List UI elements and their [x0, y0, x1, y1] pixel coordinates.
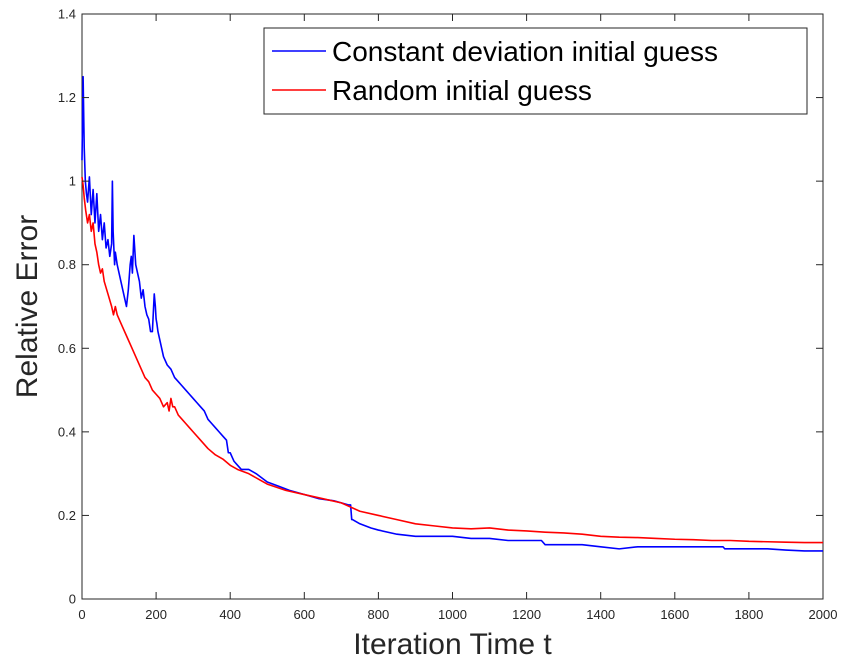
x-tick-label: 1800 — [734, 607, 763, 622]
legend: Constant deviation initial guess Random … — [263, 27, 808, 115]
x-tick-label: 1000 — [438, 607, 467, 622]
y-tick-label: 0.8 — [58, 257, 76, 272]
legend-label-constant-deviation: Constant deviation initial guess — [332, 36, 718, 67]
x-tick-label: 600 — [293, 607, 315, 622]
series-line-0 — [81, 75, 823, 552]
legend-label-random: Random initial guess — [332, 75, 592, 106]
x-tick-label: 200 — [145, 607, 167, 622]
y-tick-label: 1.4 — [58, 7, 76, 22]
ticks — [81, 13, 824, 600]
y-tick-label: 0.2 — [58, 508, 76, 523]
x-axis-title: Iteration Time t — [353, 628, 552, 661]
x-tick-label: 1600 — [660, 607, 689, 622]
x-tick-label: 400 — [219, 607, 241, 622]
tick-labels: 0 200 400 600 800 1000 1200 1400 1600 1800 2000 0 0.… — [58, 7, 838, 623]
series-line-1 — [81, 176, 823, 544]
y-axis-title: Relative Error — [11, 215, 44, 398]
y-tick-label: 1 — [69, 174, 76, 189]
x-tick-label: 1200 — [512, 607, 541, 622]
y-tick-label: 0 — [69, 592, 76, 607]
series-layer — [81, 75, 823, 552]
y-tick-label: 0.6 — [58, 341, 76, 356]
y-tick-label: 0.4 — [58, 424, 76, 439]
x-tick-label: 800 — [368, 607, 390, 622]
x-tick-label: 1400 — [586, 607, 615, 622]
x-tick-label: 0 — [78, 607, 85, 622]
x-tick-label: 2000 — [809, 607, 838, 622]
y-tick-label: 1.2 — [58, 90, 76, 105]
legend-box — [263, 27, 808, 115]
